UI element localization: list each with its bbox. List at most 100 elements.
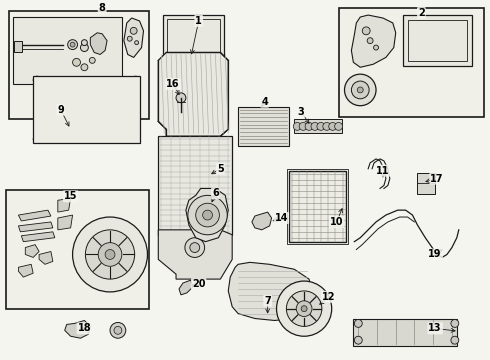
Polygon shape bbox=[65, 320, 90, 338]
Circle shape bbox=[73, 217, 147, 292]
Circle shape bbox=[33, 76, 41, 84]
Circle shape bbox=[127, 36, 132, 41]
Polygon shape bbox=[90, 33, 107, 54]
Circle shape bbox=[367, 38, 373, 44]
Polygon shape bbox=[158, 230, 232, 279]
Bar bbox=[353, 319, 457, 346]
Text: 8: 8 bbox=[98, 3, 105, 13]
Bar bbox=[167, 19, 220, 53]
Bar bbox=[408, 20, 466, 61]
Circle shape bbox=[80, 44, 88, 51]
Circle shape bbox=[294, 122, 301, 130]
Bar bbox=[33, 76, 140, 143]
Bar bbox=[403, 15, 471, 66]
Circle shape bbox=[85, 230, 135, 279]
Circle shape bbox=[188, 195, 227, 235]
Polygon shape bbox=[351, 15, 396, 67]
Circle shape bbox=[354, 319, 362, 327]
Bar bbox=[15, 41, 23, 53]
Circle shape bbox=[81, 64, 88, 71]
Bar bbox=[287, 169, 348, 244]
Circle shape bbox=[185, 238, 205, 257]
Text: 14: 14 bbox=[275, 213, 288, 223]
Text: 13: 13 bbox=[428, 323, 442, 333]
Circle shape bbox=[305, 122, 313, 130]
Circle shape bbox=[311, 122, 319, 130]
Circle shape bbox=[286, 291, 322, 327]
Circle shape bbox=[190, 243, 200, 252]
Circle shape bbox=[357, 87, 363, 93]
Bar bbox=[417, 173, 435, 194]
Circle shape bbox=[132, 76, 140, 84]
Text: 6: 6 bbox=[212, 188, 219, 198]
Polygon shape bbox=[186, 188, 228, 242]
Circle shape bbox=[196, 203, 220, 227]
Circle shape bbox=[451, 319, 459, 327]
Text: 4: 4 bbox=[261, 97, 268, 107]
Bar bbox=[339, 8, 485, 117]
Circle shape bbox=[135, 41, 139, 45]
Text: 18: 18 bbox=[77, 323, 91, 333]
Circle shape bbox=[276, 281, 332, 336]
Circle shape bbox=[354, 336, 362, 344]
Circle shape bbox=[33, 135, 41, 143]
Circle shape bbox=[373, 45, 378, 50]
Circle shape bbox=[301, 306, 307, 312]
Circle shape bbox=[89, 58, 95, 63]
Circle shape bbox=[203, 210, 213, 220]
Circle shape bbox=[344, 74, 376, 106]
Text: 1: 1 bbox=[196, 16, 202, 26]
Circle shape bbox=[114, 327, 122, 334]
Text: 11: 11 bbox=[376, 166, 390, 176]
Text: 17: 17 bbox=[430, 174, 444, 184]
Circle shape bbox=[351, 81, 369, 99]
Text: 5: 5 bbox=[217, 164, 224, 174]
Circle shape bbox=[176, 93, 186, 103]
Circle shape bbox=[70, 42, 75, 47]
Polygon shape bbox=[19, 222, 53, 232]
Polygon shape bbox=[25, 244, 39, 257]
Text: 16: 16 bbox=[166, 79, 180, 89]
Polygon shape bbox=[58, 215, 73, 230]
Bar bbox=[8, 11, 149, 120]
Polygon shape bbox=[179, 280, 193, 295]
Bar bbox=[289, 171, 346, 242]
Circle shape bbox=[81, 40, 87, 46]
Text: 15: 15 bbox=[64, 191, 77, 201]
Polygon shape bbox=[22, 232, 55, 242]
Circle shape bbox=[105, 249, 115, 260]
Text: 10: 10 bbox=[330, 217, 343, 227]
Circle shape bbox=[130, 27, 137, 34]
Text: 20: 20 bbox=[192, 279, 205, 289]
Text: 3: 3 bbox=[298, 107, 304, 117]
Polygon shape bbox=[228, 262, 314, 320]
Circle shape bbox=[73, 58, 80, 66]
Bar bbox=[294, 120, 342, 133]
Bar bbox=[158, 136, 232, 235]
Text: 9: 9 bbox=[57, 105, 64, 114]
Circle shape bbox=[451, 336, 459, 344]
Circle shape bbox=[299, 122, 307, 130]
Circle shape bbox=[329, 122, 337, 130]
Circle shape bbox=[68, 40, 77, 50]
Circle shape bbox=[98, 243, 122, 266]
Bar bbox=[238, 107, 289, 146]
Text: 19: 19 bbox=[428, 249, 442, 260]
Circle shape bbox=[317, 122, 325, 130]
Polygon shape bbox=[124, 18, 144, 58]
Circle shape bbox=[132, 135, 140, 143]
Bar bbox=[13, 17, 122, 84]
Circle shape bbox=[323, 122, 331, 130]
Polygon shape bbox=[19, 264, 33, 277]
Circle shape bbox=[362, 27, 370, 35]
Polygon shape bbox=[19, 210, 51, 221]
Bar bbox=[163, 15, 224, 57]
Circle shape bbox=[110, 323, 126, 338]
Text: 7: 7 bbox=[264, 296, 271, 306]
Polygon shape bbox=[39, 252, 53, 264]
Text: 12: 12 bbox=[322, 292, 336, 302]
Bar bbox=[5, 190, 149, 309]
Circle shape bbox=[335, 122, 343, 130]
Polygon shape bbox=[158, 53, 228, 136]
Polygon shape bbox=[252, 212, 271, 230]
